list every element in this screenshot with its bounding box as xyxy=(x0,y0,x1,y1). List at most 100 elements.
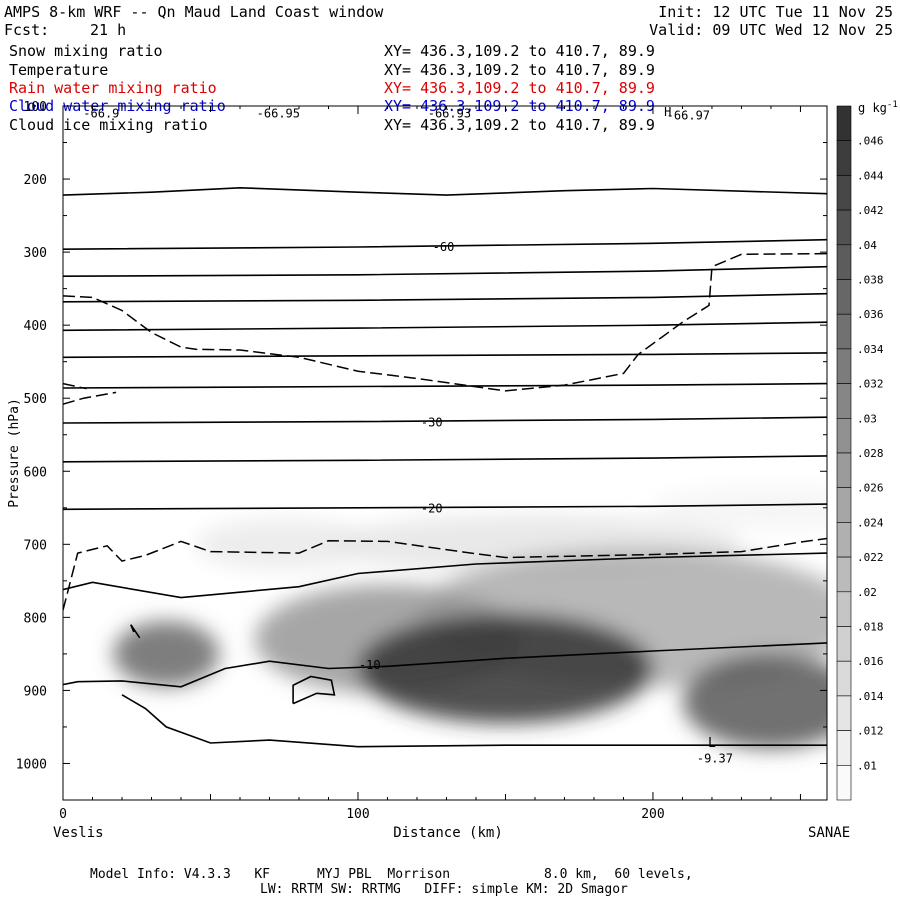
colorbar-label-6: .034 xyxy=(857,343,884,356)
colorbar-swatch-8 xyxy=(836,383,852,419)
low-marker: L xyxy=(708,736,716,751)
colorbar-label-0: .046 xyxy=(857,135,884,148)
colorbar-swatch-1 xyxy=(836,140,852,176)
colorbar-swatch-14 xyxy=(836,591,852,627)
contour-label-7: -66.97 xyxy=(667,108,710,122)
colorbar-swatch-5 xyxy=(836,279,852,315)
colorbar-label-2: .042 xyxy=(857,204,884,217)
colorbar-swatch-17 xyxy=(836,695,852,731)
forecast-hour: 21 h xyxy=(90,21,127,39)
legend-name-temperature: Temperature xyxy=(9,61,109,79)
colorbar-swatch-18 xyxy=(836,730,852,766)
colorbar-swatch-3 xyxy=(836,209,852,246)
colorbar-label-15: .016 xyxy=(857,655,884,668)
y-tick-label: 900 xyxy=(24,684,47,699)
snow-blob-0 xyxy=(652,485,827,530)
x-tick-label: 100 xyxy=(346,807,369,822)
temperature-contour-4 xyxy=(63,321,827,332)
colorbar-label-13: .02 xyxy=(857,586,877,599)
colorbar-label-12: .022 xyxy=(857,551,884,564)
temperature-contour-1 xyxy=(63,238,827,250)
temperature-contour-10 xyxy=(63,552,827,599)
y-axis-label: Pressure (hPa) xyxy=(7,398,22,508)
colorbar-swatch-10 xyxy=(836,452,852,489)
contour-label-6: -66.93 xyxy=(428,106,471,120)
colorbar-label-8: .03 xyxy=(857,412,877,425)
contour-label-5: -66.95 xyxy=(257,106,300,120)
colorbar-label-4: .038 xyxy=(857,274,884,287)
y-tick-label: 100 xyxy=(24,100,47,115)
y-tick-label: 800 xyxy=(24,611,47,626)
colorbar-label-9: .028 xyxy=(857,447,884,460)
colorbar-swatch-12 xyxy=(836,522,852,558)
contour-layer xyxy=(63,186,827,748)
colorbar-swatch-0 xyxy=(836,105,852,142)
model-info-line2: LW: RRTM SW: RRTMG DIFF: simple KM: 2D S… xyxy=(260,882,628,897)
contour-label-4: -66.9 xyxy=(83,106,119,120)
legend-name-snow: Snow mixing ratio xyxy=(9,42,163,60)
temperature-contour-8 xyxy=(63,455,827,463)
ice-contour-3 xyxy=(63,537,827,611)
colorbar-label-17: .012 xyxy=(857,725,884,738)
valid-time: Valid: 09 UTC Wed 12 Nov 25 xyxy=(649,21,893,39)
temperature-contour-0 xyxy=(63,186,827,196)
plot-frame xyxy=(62,105,828,801)
legend-xy-snow: XY= 436.3,109.2 to 410.7, 89.9 xyxy=(384,42,655,60)
init-time: Init: 12 UTC Tue 11 Nov 25 xyxy=(658,3,893,21)
y-tick-label: 300 xyxy=(24,246,47,261)
colorbar-label-3: .04 xyxy=(857,239,877,252)
y-tick-label: 200 xyxy=(24,173,47,188)
snow-blob-1 xyxy=(195,518,373,570)
ice-contour-0 xyxy=(63,252,827,392)
legend-name-rain: Rain water mixing ratio xyxy=(9,79,217,97)
colorbar-label-5: .036 xyxy=(857,308,884,321)
colorbar-swatch-2 xyxy=(836,175,852,211)
temperature-contour-9 xyxy=(63,503,827,511)
snow-blob-group xyxy=(113,485,827,749)
endpoint-right: SANAE xyxy=(808,825,850,841)
colorbar-swatch-6 xyxy=(836,313,852,350)
y-tick-label: 700 xyxy=(24,538,47,553)
colorbar-swatch-7 xyxy=(836,348,852,384)
colorbar-label-10: .026 xyxy=(857,482,884,495)
endpoint-left: Veslis xyxy=(53,825,104,841)
legend-xy-cloud-ice: XY= 436.3,109.2 to 410.7, 89.9 xyxy=(384,116,655,134)
snow-shading xyxy=(113,485,827,749)
temperature-contour-7 xyxy=(63,416,827,424)
colorbar-label-18: .01 xyxy=(857,759,877,772)
chart-title: AMPS 8-km WRF -- Qn Maud Land Coast wind… xyxy=(4,3,384,21)
x-tick-label: 200 xyxy=(641,807,664,822)
snow-blob-7 xyxy=(357,613,653,724)
colorbar-label-1: .044 xyxy=(857,169,884,182)
high-marker: H xyxy=(664,105,671,119)
temperature-contour-12 xyxy=(121,694,827,748)
y-tick-label: 400 xyxy=(24,319,47,334)
x-tick-label: 0 xyxy=(59,807,67,822)
colorbar-swatch-19 xyxy=(836,764,852,801)
temperature-contour-loop xyxy=(292,675,336,705)
temperature-contour-5 xyxy=(63,352,827,359)
colorbar-swatch-13 xyxy=(836,556,852,593)
colorbar-swatch-15 xyxy=(836,626,852,662)
contour-label-2: -20 xyxy=(421,502,443,516)
ice-contour-2 xyxy=(63,382,87,390)
forecast-label: Fcst: xyxy=(4,21,50,39)
colorbar-swatch-9 xyxy=(836,417,852,454)
temperature-contour-11 xyxy=(63,642,827,688)
colorbar-label-7: .032 xyxy=(857,378,884,391)
colorbar-swatch-16 xyxy=(836,660,852,697)
y-tick-label: 500 xyxy=(24,392,47,407)
model-info-line1: Model Info: V4.3.3 KF MYJ PBL Morrison 8… xyxy=(90,867,693,882)
axes: 100 200 300 400 500 600 700 800 900 1000 0 100 200 xyxy=(16,100,827,822)
colorbar: .046 .044 .042 .04 .038 .036 .034 .032 .03 .028 .0… xyxy=(836,105,884,801)
y-tick-label: 1000 xyxy=(16,757,47,772)
colorbar-label-14: .018 xyxy=(857,621,884,634)
legend-xy-temperature: XY= 436.3,109.2 to 410.7, 89.9 xyxy=(384,61,655,79)
y-tick-label: 600 xyxy=(24,465,47,480)
contour-label-8: -9.37 xyxy=(697,751,733,765)
colorbar-label-16: .014 xyxy=(857,690,884,703)
contour-labels: -60 -30 -20 -10 -66.9 -66.95 -66.93 -66.97 -9.37… xyxy=(83,105,733,766)
legend-name-cloud-ice: Cloud ice mixing ratio xyxy=(9,116,208,134)
temperature-contour-hook xyxy=(130,624,141,639)
